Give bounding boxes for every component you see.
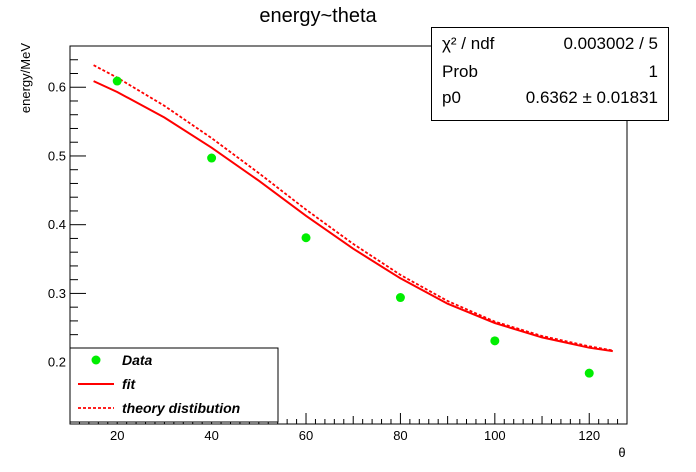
x-tick-label: 40 [204,428,218,443]
theory-curve [93,64,613,352]
stats-box: χ² / ndf 0.003002 / 5 Prob 1 p0 0.6362 ±… [431,27,669,121]
stats-label-chi2: χ² / ndf [442,34,495,53]
legend-label: Data [122,352,153,368]
legend-marker-data [91,355,101,365]
stats-value-prob: 1 [648,62,658,81]
x-axis-label: θ [618,445,625,460]
stats-value-chi2: 0.003002 / 5 [563,34,658,53]
legend-label: theory distibution [122,400,240,416]
fit-curve [93,80,613,353]
y-tick-label: 0.6 [48,80,66,95]
stats-row-prob: Prob 1 [432,62,668,84]
stats-row-p0: p0 0.6362 ± 0.01831 [432,88,668,110]
data-point [301,233,311,243]
data-point [112,76,122,86]
x-tick-label: 20 [110,428,124,443]
stats-label-prob: Prob [442,62,478,81]
x-tick-label: 100 [484,428,506,443]
data-point [395,293,405,303]
data-marks [93,64,613,378]
y-tick-label: 0.5 [48,148,66,163]
legend: Data fit theory distibution [69,347,279,423]
y-axis-label: energy/MeV [18,43,33,113]
data-point [207,153,217,163]
x-tick-label: 80 [393,428,407,443]
y-tick-label: 0.4 [48,217,66,232]
x-tick-label: 120 [578,428,600,443]
y-tick-label: 0.3 [48,286,66,301]
legend-label: fit [122,376,137,392]
stats-label-p0: p0 [442,88,461,107]
data-point [584,368,594,378]
stats-value-p0: 0.6362 ± 0.01831 [525,88,658,107]
data-point [490,336,500,346]
plot-frame [69,45,628,425]
x-tick-label: 60 [299,428,313,443]
stats-row-chi2: χ² / ndf 0.003002 / 5 [432,34,668,56]
y-tick-label: 0.2 [48,355,66,370]
chart-title: energy~theta [259,5,377,27]
